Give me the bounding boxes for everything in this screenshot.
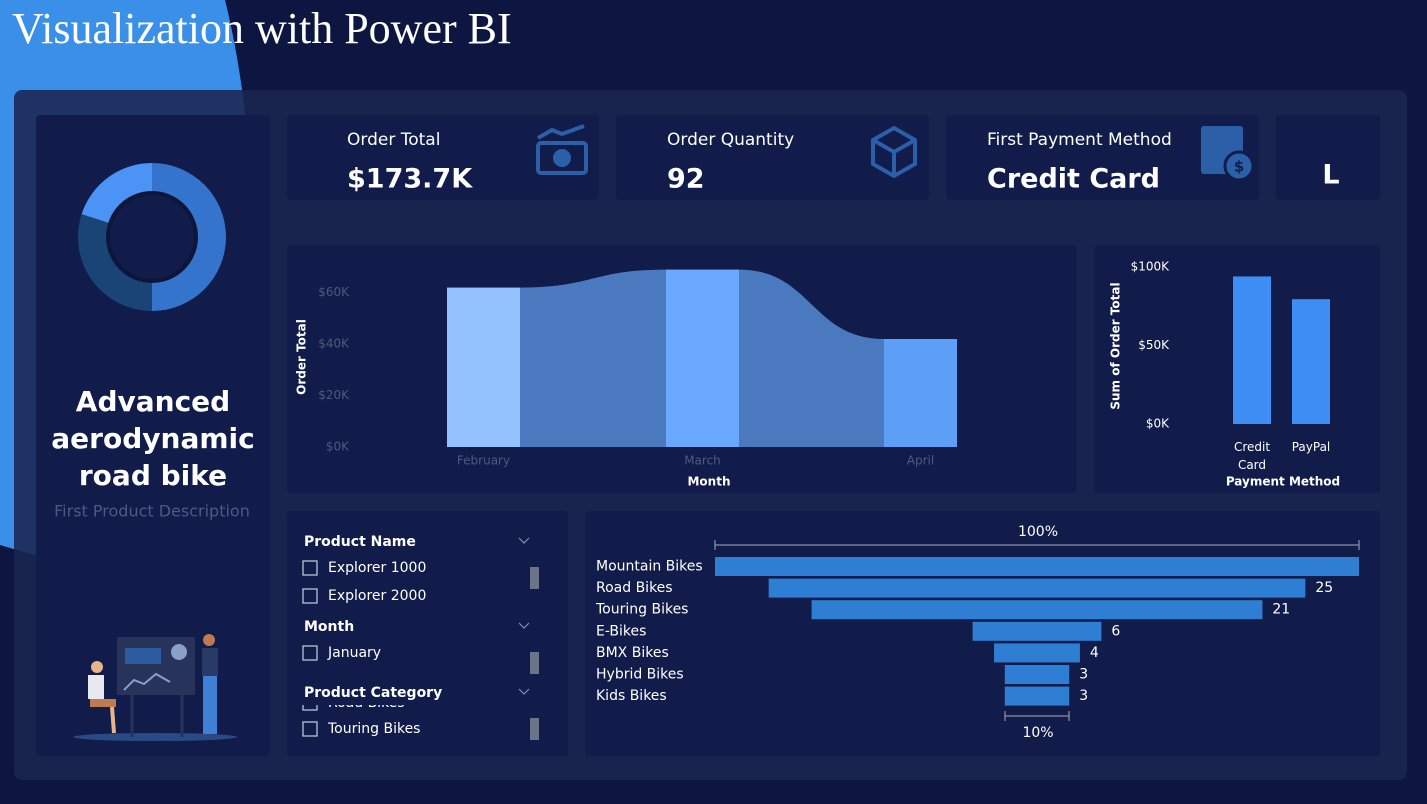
checkbox[interactable] <box>302 588 318 604</box>
y-axis-title: Sum of Order Total <box>1109 282 1123 409</box>
kpi-value: L <box>1322 160 1339 191</box>
y-tick-label: $40K <box>318 337 350 351</box>
checkbox[interactable] <box>302 721 318 737</box>
x-axis-title: Payment Method <box>1226 475 1340 489</box>
chevron <box>518 622 530 629</box>
product-name-box: Advanced aerodynamic road bike <box>51 385 255 492</box>
funnel-bar <box>811 600 1263 620</box>
funnel-bar <box>1004 686 1070 706</box>
slicer-items: Road Bikes Touring Bikes <box>302 695 420 737</box>
scrollbar <box>530 652 539 674</box>
category-label: Road Bikes <box>596 580 673 596</box>
x-tick-label: PayPal <box>1291 440 1331 454</box>
bar <box>884 339 957 447</box>
payment-icon: $ <box>1201 126 1255 182</box>
y-tick-label: $0K <box>1146 417 1170 431</box>
product-description-label: First Product Description <box>54 502 250 521</box>
kpi-label: Order Quantity <box>667 130 794 150</box>
x-axis-title: Month <box>687 475 730 489</box>
checkbox[interactable] <box>302 560 318 576</box>
slicer-items: January <box>302 645 381 661</box>
box-icon <box>871 125 917 179</box>
funnel-bar <box>768 578 1306 598</box>
kpi-card <box>1276 115 1380 200</box>
chevron <box>518 688 530 695</box>
kpi-value: Credit Card <box>987 164 1160 195</box>
category-label: Mountain Bikes <box>596 559 703 575</box>
donut-slice <box>81 163 152 224</box>
funnel-bar <box>715 557 1359 576</box>
category-label: Hybrid Bikes <box>596 667 684 683</box>
funnel-bottom-label: 10% <box>1022 725 1053 741</box>
x-tick-label: March <box>684 454 721 468</box>
ribbon <box>520 269 666 447</box>
slicer-title: Month <box>304 619 354 635</box>
y-tick-label: $50K <box>1138 338 1170 352</box>
bar <box>1292 299 1330 424</box>
slicer-item: Road Bikes <box>328 695 405 711</box>
x-tick-label: February <box>457 454 510 468</box>
data-label: 6 <box>1111 623 1120 639</box>
ribbon <box>739 269 884 447</box>
data-label: 3 <box>1079 688 1088 704</box>
slicer-title: Product Name <box>304 534 416 550</box>
donut-slice <box>152 163 226 311</box>
data-label: 21 <box>1272 602 1290 618</box>
slicer-items: Explorer 1000 Explorer 2000 <box>302 560 426 604</box>
y-tick-label: $60K <box>318 285 350 299</box>
x-tick-label-box: Credit Card <box>1233 440 1271 472</box>
funnel-top-label: 100% <box>1018 524 1058 540</box>
kpi-card <box>616 115 929 200</box>
scrollbar <box>530 718 539 740</box>
data-label: 25 <box>1315 580 1333 596</box>
y-tick-label: $100K <box>1131 260 1171 274</box>
kpi-value: $173.7K <box>347 164 473 195</box>
funnel-bar <box>972 621 1102 641</box>
category-label: E-Bikes <box>596 623 646 639</box>
bar <box>447 287 520 447</box>
chevron <box>518 537 530 544</box>
bar <box>666 269 739 447</box>
kpi-value: 92 <box>667 164 705 195</box>
data-label: 3 <box>1079 667 1088 683</box>
slicer-item: Explorer 2000 <box>328 588 426 604</box>
y-tick-label: $20K <box>318 388 350 402</box>
slicer-item: Explorer 1000 <box>328 560 426 576</box>
kpi-label: Order Total <box>347 130 440 150</box>
donut-hole-ring <box>106 191 198 283</box>
x-tick-label: Credit Card <box>1233 440 1271 472</box>
slicer-item: Touring Bikes <box>327 721 420 737</box>
x-tick-label-box: PayPal <box>1291 440 1331 454</box>
svg-text:$: $ <box>1234 158 1244 176</box>
money-icon <box>536 124 588 175</box>
funnel-bar <box>1004 665 1070 684</box>
slicer-card <box>287 511 568 756</box>
kpi-card <box>287 115 599 200</box>
data-label: 4 <box>1090 645 1099 661</box>
product-name: Advanced aerodynamic road bike <box>51 385 255 492</box>
kpi-card <box>946 115 1259 200</box>
checkbox[interactable] <box>302 645 318 661</box>
checkbox[interactable] <box>302 696 318 711</box>
category-label: Touring Bikes <box>595 602 688 618</box>
donut <box>77 163 226 311</box>
kpi-label: First Payment Method <box>987 130 1172 150</box>
slicer-title: Product Category <box>304 685 442 701</box>
slicer-item: January <box>327 645 381 661</box>
illustration <box>73 634 237 741</box>
y-tick-label: $0K <box>326 440 350 454</box>
x-tick-label: April <box>907 454 934 468</box>
category-label: Kids Bikes <box>596 688 667 704</box>
bar <box>1233 276 1271 424</box>
scrollbar <box>530 567 539 589</box>
page-title: Visualization with Power BI <box>12 4 512 53</box>
category-label: BMX Bikes <box>596 645 669 661</box>
y-axis-title: Order Total <box>295 319 309 395</box>
funnel-bar <box>994 643 1080 663</box>
